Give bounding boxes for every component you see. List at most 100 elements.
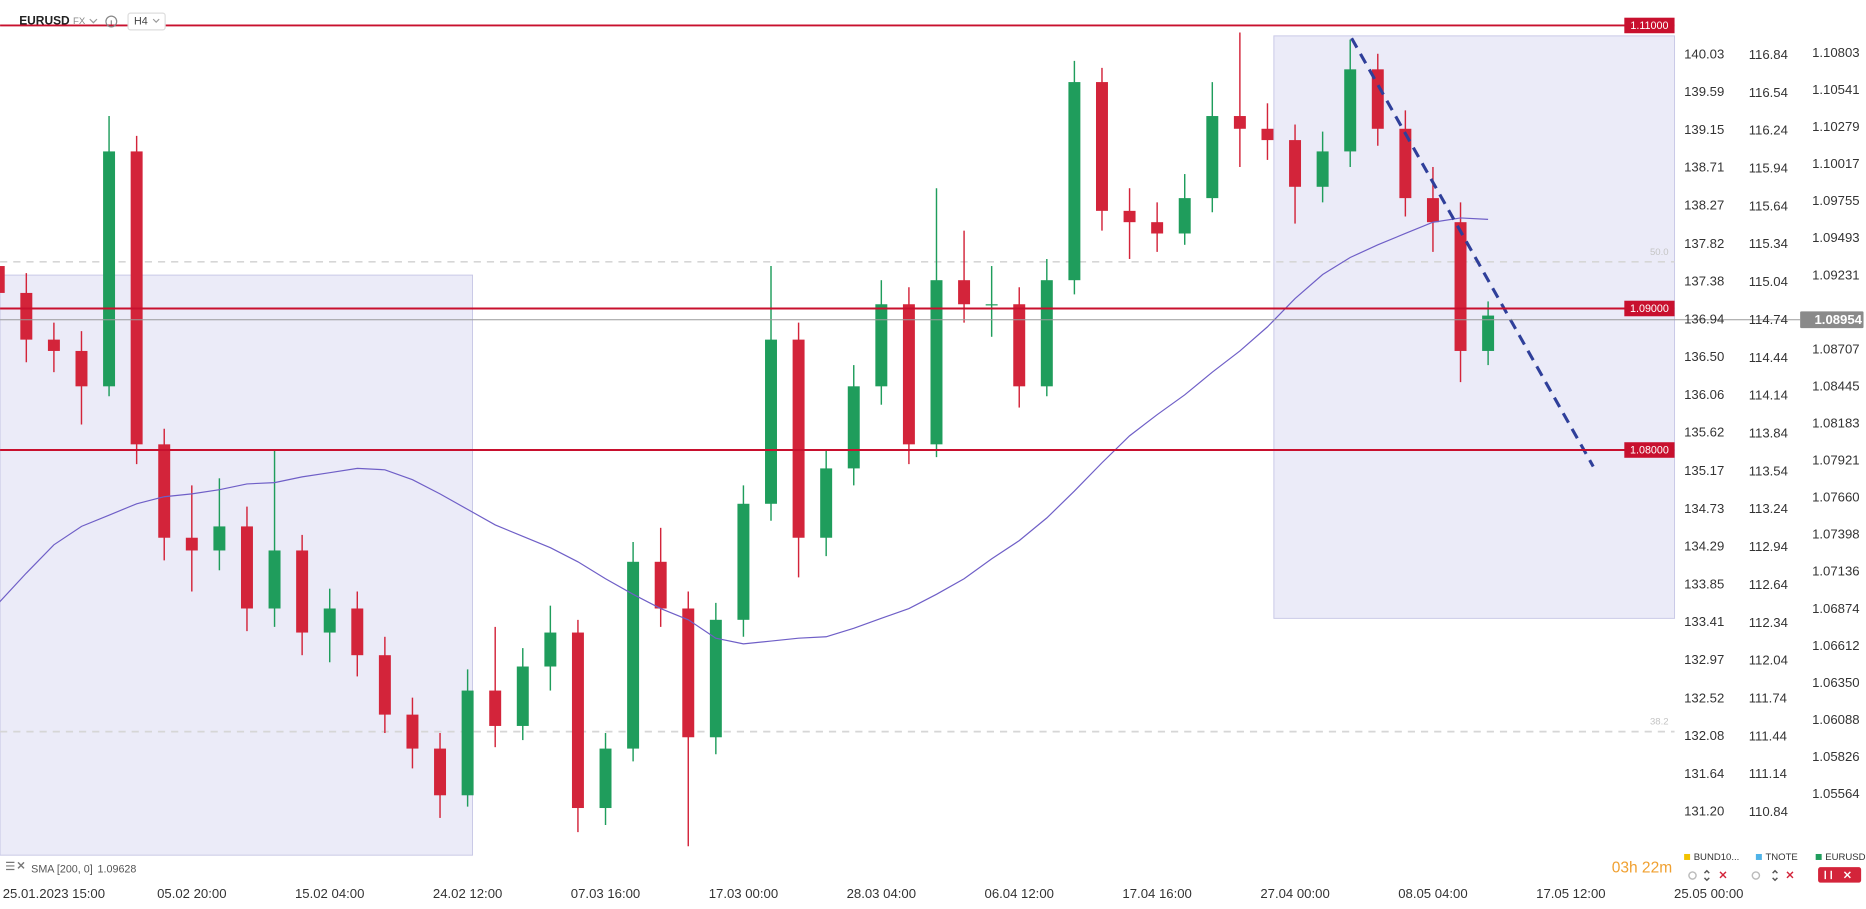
legend-label: BUND10... <box>1694 852 1740 863</box>
y-tick-label: 112.64 <box>1749 577 1788 592</box>
candle-body <box>1233 116 1246 129</box>
y-tick-label: 113.24 <box>1749 501 1788 516</box>
dropdown-icon[interactable] <box>152 18 160 23</box>
y-tick-label: 136.06 <box>1684 387 1724 402</box>
candle-body <box>75 350 88 387</box>
x-tick-label: 25.01.2023 15:00 <box>3 886 105 901</box>
candle-body <box>1040 280 1053 387</box>
y-tick-label: 1.06874 <box>1812 601 1860 616</box>
y-tick-label: 1.08183 <box>1812 416 1860 431</box>
y-tick-label: 136.50 <box>1684 349 1724 364</box>
symbol[interactable]: EURUSD <box>19 14 70 28</box>
y-tick-label: 116.84 <box>1749 47 1788 62</box>
price-level-tag <box>1624 442 1675 458</box>
candle-body <box>1123 210 1136 223</box>
candle-body <box>489 690 502 726</box>
y-tick-label: 131.20 <box>1684 804 1724 819</box>
candle-body <box>709 619 722 738</box>
legend-controls[interactable] <box>1688 867 1862 883</box>
candle-body <box>765 339 777 504</box>
grid-layer: 50.0 38.2 <box>0 247 1675 733</box>
legend-swatch <box>1684 853 1691 860</box>
y-tick-label: 139.15 <box>1684 122 1724 137</box>
candle-body <box>820 468 833 538</box>
candle-body <box>1482 315 1495 351</box>
candle-body <box>544 632 557 667</box>
y-tick-label: 134.29 <box>1684 539 1724 554</box>
candle-body <box>985 304 998 306</box>
legend-swatch <box>1755 853 1762 860</box>
sma-line <box>0 217 1489 645</box>
candle-body <box>130 151 143 445</box>
y-tick-label: 1.06088 <box>1812 712 1860 727</box>
y-tick-label: 137.38 <box>1684 274 1724 289</box>
candle-body <box>378 655 391 715</box>
y-tick-label: 112.04 <box>1749 653 1788 668</box>
fib-level-label: 38.2 <box>1650 717 1669 728</box>
candle-body <box>847 386 860 469</box>
y-tick-label: 1.08445 <box>1812 378 1860 393</box>
price-level-label: 1.09000 <box>1630 303 1669 315</box>
interval-box[interactable] <box>127 12 166 31</box>
candle-body <box>1095 82 1108 211</box>
y-tick-label: 115.64 <box>1749 198 1788 213</box>
candle-body <box>351 608 364 656</box>
candle-body <box>571 632 584 809</box>
info-icon[interactable] <box>105 15 118 28</box>
candle-body <box>516 666 529 726</box>
x-tick-label: 17.04 16:00 <box>1122 886 1191 901</box>
range-box <box>0 274 473 856</box>
y-tick-label: 111.74 <box>1749 690 1787 705</box>
x-tick-label: 08.05 04:00 <box>1398 886 1467 901</box>
candle-body <box>958 280 971 305</box>
y-tick-label: 116.24 <box>1749 123 1788 138</box>
y-tick-label: 114.44 <box>1749 350 1788 365</box>
y-tick-label: 1.07136 <box>1812 564 1860 579</box>
y-tick-label: 112.94 <box>1749 539 1788 554</box>
y-tick-label: 138.27 <box>1684 197 1724 212</box>
y-tick-label: 1.10541 <box>1812 82 1860 97</box>
range-box <box>1273 35 1676 619</box>
candle-body <box>1454 222 1467 351</box>
x-tick-label: 27.04 00:00 <box>1260 886 1329 901</box>
candle-body <box>103 151 116 387</box>
candle-body <box>296 550 309 633</box>
sma-legend-value: 1.09628 <box>98 863 137 875</box>
interval[interactable]: H4 <box>134 15 148 27</box>
legend-icons[interactable] <box>6 861 25 871</box>
candle-countdown: 03h 22m <box>1612 859 1672 876</box>
market: FX <box>73 16 86 27</box>
y-tick-label: 115.34 <box>1749 236 1788 251</box>
candle-body <box>434 748 447 796</box>
y-tick-label: 133.41 <box>1684 614 1724 629</box>
sma-legend-name: SMA [200, 0] <box>31 863 93 875</box>
candle-body <box>268 550 281 609</box>
y-tick-label: 1.10279 <box>1812 119 1860 134</box>
y-tick-label: 1.09755 <box>1812 193 1860 208</box>
y-tick-label: 115.94 <box>1749 161 1788 176</box>
trend-line <box>1350 37 1595 468</box>
dropdown-icon[interactable] <box>89 18 98 24</box>
candle-body <box>1178 198 1191 234</box>
y-tick-label: 1.06612 <box>1812 638 1860 653</box>
candle-body <box>1261 128 1274 141</box>
y-tick-label: 114.74 <box>1749 312 1788 327</box>
price-level-tag <box>1624 17 1675 34</box>
x-tick-label: 05.02 20:00 <box>157 886 226 901</box>
candle-body <box>0 266 5 293</box>
y-tick-label: 110.84 <box>1749 804 1788 819</box>
price-level-label: 1.11000 <box>1630 20 1668 32</box>
candle-body <box>1316 151 1329 187</box>
y-tick-label: 139.59 <box>1684 84 1724 99</box>
y-tick-label: 111.44 <box>1749 728 1787 743</box>
x-tick-label: 28.03 04:00 <box>847 886 916 901</box>
y-tick-label: 113.54 <box>1749 463 1788 478</box>
price-level-label: 1.08000 <box>1630 444 1669 456</box>
y-tick-label: 115.04 <box>1749 274 1788 289</box>
candle-body <box>158 444 171 538</box>
candle-body <box>213 526 226 551</box>
candle-body <box>1289 140 1302 187</box>
marks-layer <box>0 32 1495 847</box>
candle-body <box>323 608 336 633</box>
